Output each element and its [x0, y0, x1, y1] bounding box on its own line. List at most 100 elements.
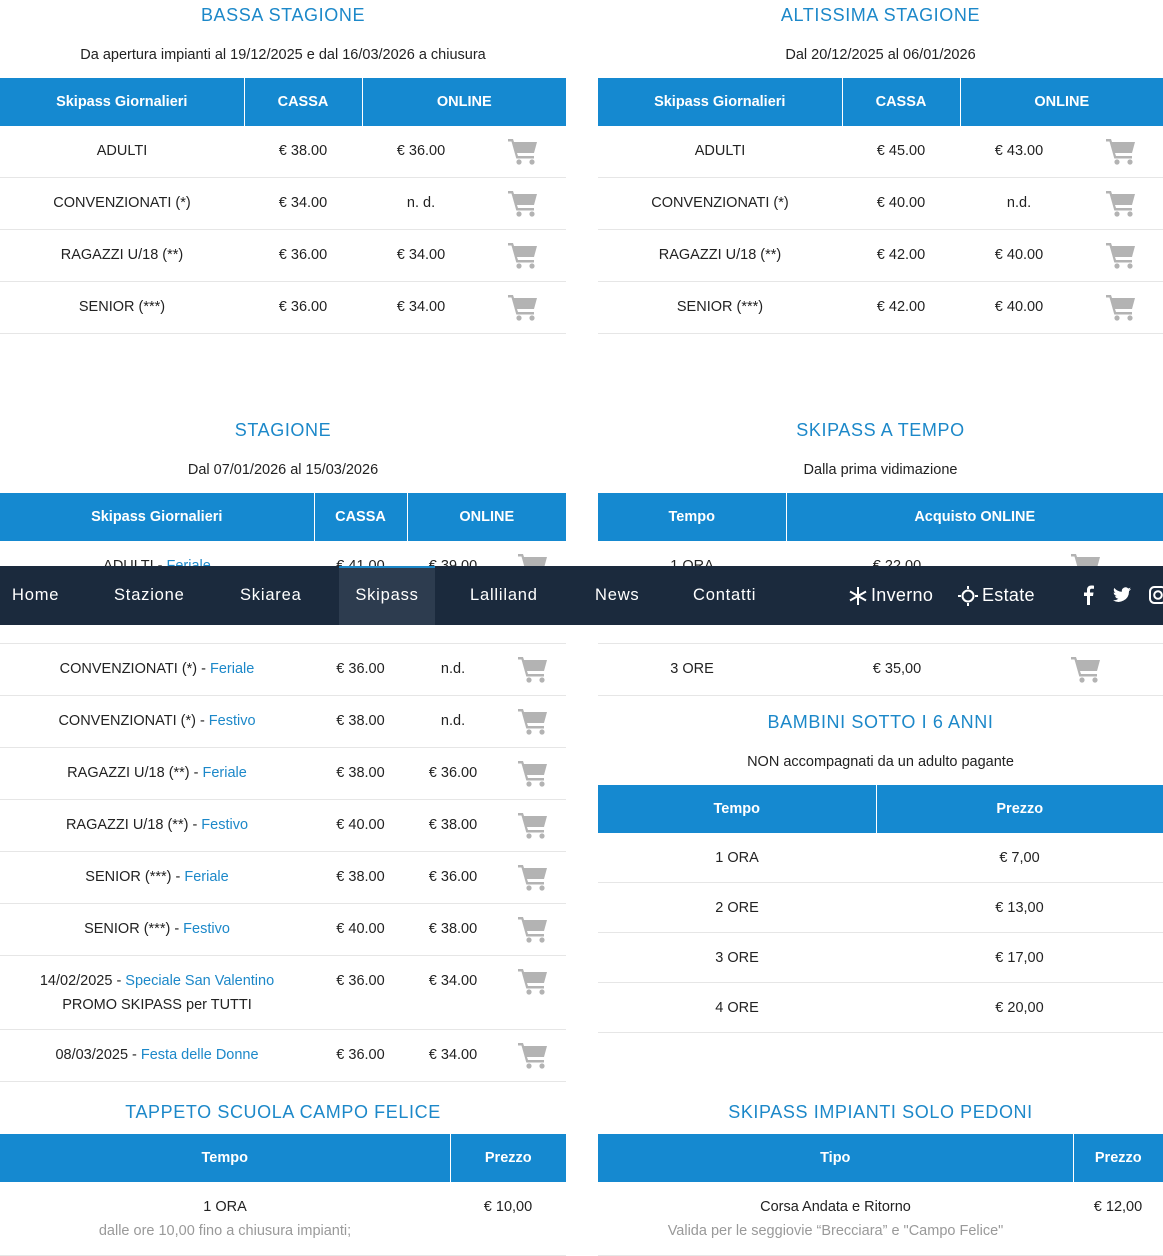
- cell: € 35,00: [786, 643, 1008, 696]
- nav-item[interactable]: Skipass: [339, 566, 435, 625]
- cell-text: € 42.00: [876, 299, 926, 315]
- tag: Feriale: [202, 765, 247, 781]
- cart-cell: [499, 851, 566, 904]
- cart-icon[interactable]: [517, 863, 549, 891]
- cell: 08/03/2025 - Festa delle Donne: [0, 1029, 314, 1082]
- section-title: BAMBINI SOTTO I 6 ANNI: [767, 712, 994, 732]
- header-cell: ONLINE: [361, 78, 566, 126]
- cell: € 34.00: [362, 229, 480, 282]
- cart-icon[interactable]: [507, 241, 539, 269]
- cell: € 42.00: [842, 229, 960, 282]
- facebook-icon[interactable]: [1083, 585, 1095, 605]
- cart-icon[interactable]: [507, 293, 539, 321]
- cell-text: 4 ORE: [715, 1000, 759, 1016]
- cell-text: € 36.00: [336, 973, 385, 989]
- table-row: 14/02/2025 - Speciale San Valentino PROMO …: [0, 955, 566, 1030]
- cart-icon[interactable]: [507, 189, 539, 217]
- cell-text: € 34.00: [396, 247, 446, 263]
- cell-text: € 45.00: [876, 143, 926, 159]
- cell-text: CONVENZIONATI (*) -: [58, 713, 205, 729]
- cart-cell: [1078, 229, 1163, 282]
- section-subtitle: Dalla prima vidimazione: [803, 462, 958, 478]
- cell-text: € 40.00: [994, 299, 1044, 315]
- section-title: TAPPETO SCUOLA CAMPO FELICE: [125, 1102, 441, 1122]
- header-row: Skipass Giornalieri CASSA ONLINE: [598, 78, 1163, 126]
- twitter-icon[interactable]: [1113, 587, 1131, 603]
- cart-icon[interactable]: [517, 1041, 549, 1069]
- section-title: SKIPASS A TEMPO: [796, 420, 965, 440]
- cart-icon[interactable]: [507, 137, 539, 165]
- table-row: RAGAZZI U/18 (**) € 42.00 € 40.00: [598, 229, 1163, 282]
- table-row: SENIOR (***) € 36.00 € 34.00: [0, 281, 566, 334]
- cell: n.d.: [960, 177, 1078, 230]
- cart-icon[interactable]: [517, 967, 549, 995]
- table-row: RAGAZZI U/18 (**) € 36.00 € 34.00: [0, 229, 566, 282]
- cell-text: € 7,00: [999, 850, 1040, 866]
- nav-item[interactable]: News: [595, 586, 640, 604]
- cart-cell: [499, 643, 566, 696]
- season-link[interactable]: Inverno: [871, 585, 934, 605]
- table-row: CONVENZIONATI (*) € 40.00 n.d.: [598, 177, 1163, 230]
- tag: Feriale: [184, 869, 229, 885]
- header-cell: CASSA: [313, 493, 407, 541]
- cell: € 17,00: [876, 932, 1163, 983]
- season-link[interactable]: Estate: [982, 585, 1035, 605]
- cart-icon[interactable]: [1070, 655, 1102, 683]
- cell-text: RAGAZZI U/18 (**): [658, 247, 782, 263]
- cell-text: 1 ORA: [203, 1199, 247, 1215]
- cell-text: 3 ORE: [715, 950, 759, 966]
- cell: Corsa Andata e Ritorno Valida per le segg…: [598, 1182, 1073, 1256]
- cell: € 36.00: [362, 126, 480, 178]
- cell-text: € 20,00: [995, 1000, 1044, 1016]
- price-table: Tipo Prezzo Corsa Andata e Ritorno Valida p…: [598, 1134, 1163, 1256]
- cell: € 36.00: [314, 1029, 407, 1082]
- cell: € 36.00: [244, 281, 362, 334]
- cart-icon[interactable]: [1105, 189, 1137, 217]
- nav-item[interactable]: Home: [12, 586, 60, 604]
- cell: € 40.00: [960, 281, 1078, 334]
- cell: n.d.: [407, 643, 499, 696]
- nav-item[interactable]: Skiarea: [240, 586, 302, 604]
- header-cell: Acquisto ONLINE: [785, 493, 1163, 541]
- cart-icon[interactable]: [517, 811, 549, 839]
- note: Valida per le seggiovie “Brecciara” e "C…: [667, 1223, 1004, 1239]
- cell: 14/02/2025 - Speciale San Valentino PROMO …: [0, 955, 314, 1030]
- cart-icon[interactable]: [517, 707, 549, 735]
- cell: SENIOR (***) - Feriale: [0, 851, 314, 904]
- cell: € 36.00: [314, 643, 407, 696]
- cell-text: n.d.: [1006, 195, 1032, 211]
- price-table: Skipass Giornalieri CASSA ONLINE ADULTI € 38…: [0, 78, 566, 334]
- cart-icon[interactable]: [1105, 137, 1137, 165]
- note: PROMO SKIPASS per TUTTI: [62, 997, 252, 1013]
- section-title: ALTISSIMA STAGIONE: [780, 5, 981, 25]
- table-row: 1 ORA € 7,00: [598, 833, 1163, 883]
- nav-item[interactable]: Contatti: [693, 586, 757, 604]
- cell-text: € 38.00: [428, 921, 478, 937]
- instagram-icon[interactable]: [1149, 586, 1163, 604]
- cart-cell: [1078, 177, 1163, 230]
- header-cell: CASSA: [841, 78, 960, 126]
- cell-text: € 12,00: [1093, 1199, 1143, 1215]
- table-row: SENIOR (***) - Feriale € 38.00 € 36.00: [0, 851, 566, 904]
- cell-text: n.d.: [440, 661, 466, 677]
- cart-icon[interactable]: [1105, 293, 1137, 321]
- cell: € 42.00: [842, 281, 960, 334]
- cart-icon[interactable]: [517, 915, 549, 943]
- cell: SENIOR (***): [598, 281, 842, 334]
- cell-text: 3 ORE: [670, 661, 714, 677]
- table-row: ADULTI € 38.00 € 36.00: [0, 126, 566, 178]
- header-cell: ONLINE: [959, 78, 1163, 126]
- cell: € 20,00: [876, 982, 1163, 1033]
- cell: n.d.: [407, 695, 499, 748]
- cart-icon[interactable]: [517, 759, 549, 787]
- cell: CONVENZIONATI (*) - Feriale: [0, 643, 314, 696]
- cell: CONVENZIONATI (*): [598, 177, 842, 230]
- header-row: Skipass Giornalieri CASSA ONLINE: [0, 493, 566, 541]
- cell-text: CONVENZIONATI (*): [53, 195, 191, 211]
- nav-item[interactable]: Stazione: [114, 586, 185, 604]
- nav-item[interactable]: Lalliland: [470, 586, 538, 604]
- cart-icon[interactable]: [1105, 241, 1137, 269]
- cell-text: 08/03/2025 -: [55, 1047, 137, 1063]
- cart-icon[interactable]: [517, 655, 549, 683]
